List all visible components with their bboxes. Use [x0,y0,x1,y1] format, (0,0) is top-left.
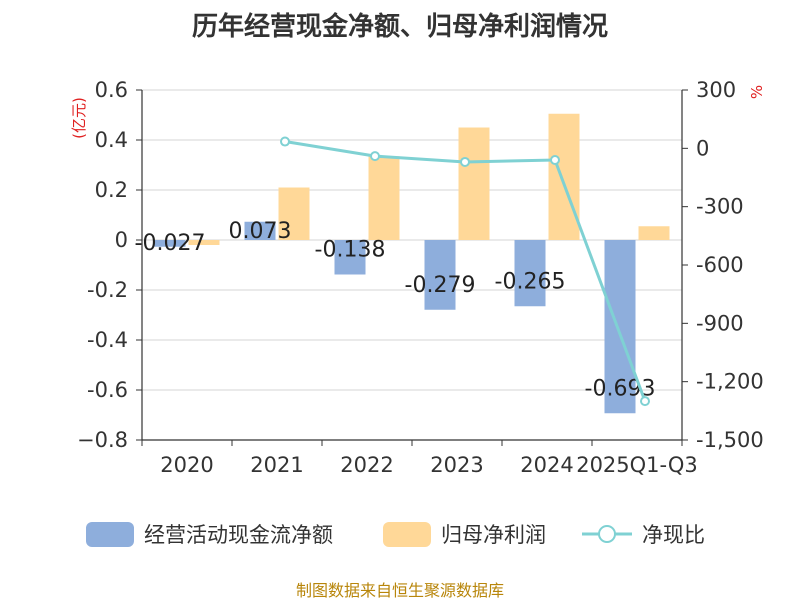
legend-swatch-net-profit [383,522,431,547]
legend-label-net-profit: 归母净利润 [441,523,546,547]
ratio-point [550,155,560,165]
net-profit-bar [368,156,400,240]
left-tick-label: 0.6 [95,78,128,102]
source-note: 制图数据来自恒生聚源数据库 [295,581,504,600]
cash-flow-bar [244,221,276,240]
ratio-point [370,151,380,162]
cash-flow-data-label: 0.073 [229,219,292,244]
cash-flow-data-label: -0.027 [135,231,206,256]
x-tick-label: 2020 [160,453,213,477]
left-tick-label: -0.2 [87,278,128,302]
right-unit-label: % [748,85,766,99]
cash-flow-data-label: -0.265 [495,269,566,294]
legend-marker-ratio [598,525,616,543]
right-tick-label: -1,200 [696,370,764,394]
ratio-point [280,136,290,147]
net-profit-bar [278,187,310,240]
cash-flow-bar [334,240,366,275]
right-tick-label: -1,500 [696,428,764,452]
left-tick-label: -0.4 [87,328,128,352]
right-tick-label: -300 [696,195,744,219]
x-tick-label: 2022 [340,453,393,477]
x-tick-label: 2021 [250,453,303,477]
net-profit-bar [458,127,490,240]
legend-label-cash-flow: 经营活动现金流净额 [144,523,333,547]
net-profit-bar [188,240,220,245]
net-profit-bar [548,113,580,240]
left-tick-label: 0.2 [95,178,128,202]
cash-flow-bar [514,240,546,307]
right-tick-label: -900 [696,311,744,335]
cash-flow-data-label: -0.138 [315,238,386,263]
right-tick-label: -600 [696,253,744,277]
x-tick-label: 2024 [520,453,573,477]
x-tick-label: 2023 [430,453,483,477]
left-tick-label: 0.4 [95,128,128,152]
cash-flow-bar [424,240,456,310]
cash-flow-bar [154,240,186,247]
legend-swatch-cash-flow [86,522,134,547]
ratio-point [460,156,470,167]
left-unit-label: (亿元) [70,97,88,139]
x-tick-label: 2025Q1-Q3 [576,453,698,477]
net-profit-bar [638,226,670,240]
left-tick-label: -0.6 [87,378,128,402]
legend-label-ratio: 净现比 [642,523,705,547]
cash-flow-bar [604,240,636,414]
cash-flow-data-label: -0.279 [405,273,476,298]
ratio-point [640,396,650,407]
left-tick-label: 0 [115,228,128,252]
right-tick-label: 300 [696,78,736,102]
left-tick-label: −0.8 [77,428,128,452]
chart-title: 历年经营现金净额、归母净利润情况 [191,12,608,42]
right-tick-label: 0 [696,136,709,160]
